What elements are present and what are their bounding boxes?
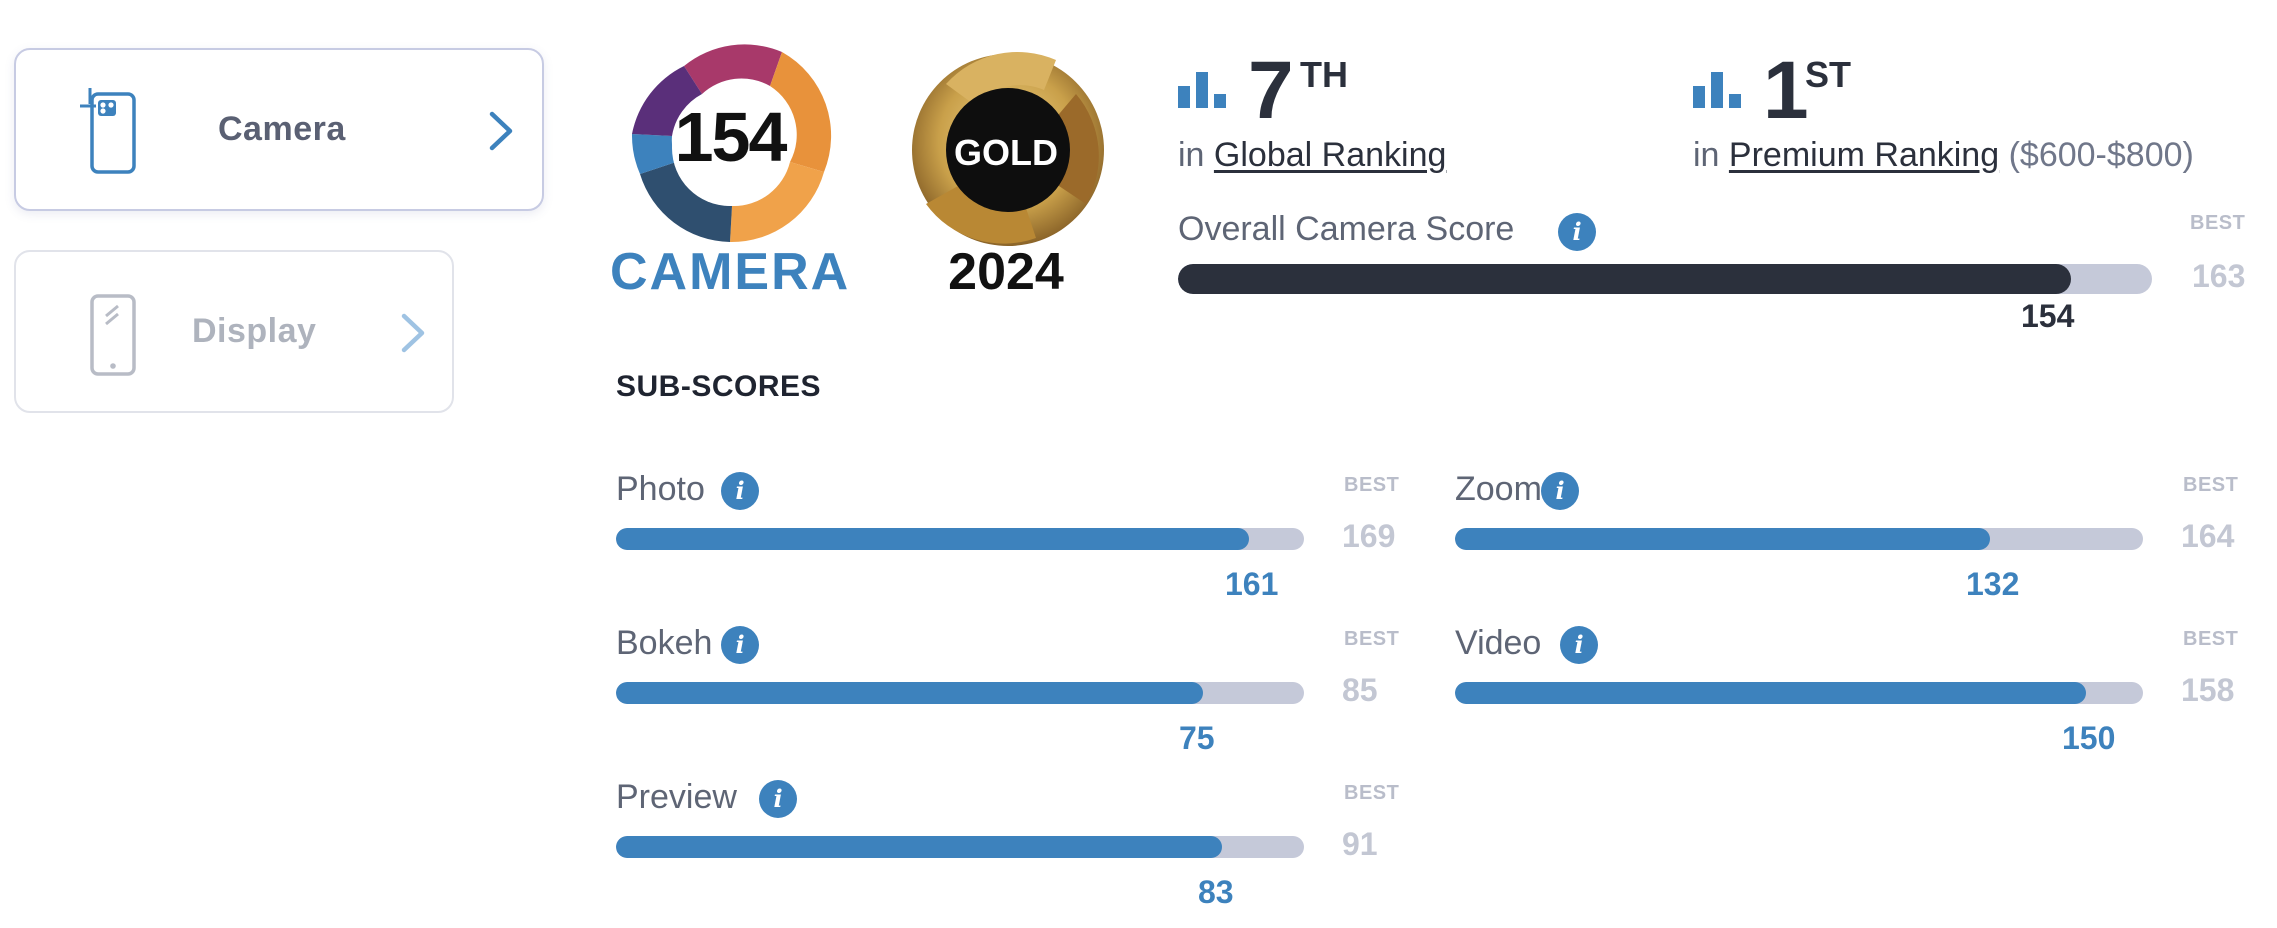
subscore-preview: Preview i BEST 91 83 — [616, 778, 1416, 928]
best-label: BEST — [1344, 474, 1400, 496]
tab-camera[interactable]: Camera — [14, 48, 544, 211]
info-icon[interactable]: i — [1541, 472, 1579, 510]
camera-score-badge: 154 CAMERA — [610, 24, 850, 304]
best-label: BEST — [2183, 474, 2239, 496]
subscore-value: 132 — [1966, 566, 2020, 602]
chevron-right-icon — [489, 111, 513, 151]
subscore-fill — [1455, 682, 2086, 704]
global-ranking-link[interactable]: Global Ranking — [1213, 136, 1447, 174]
overall-score-fill — [1178, 264, 2071, 294]
info-icon[interactable]: i — [1558, 213, 1596, 251]
bar-chart-icon — [1178, 72, 1226, 108]
camera-badge-ring-icon — [631, 44, 832, 243]
subscore-label: Zoom — [1455, 470, 1542, 508]
gold-year: 2024 — [948, 243, 1064, 301]
subscore-zoom: Zoom i BEST 164 132 — [1455, 470, 2255, 620]
premium-rank-line: in Premium Ranking ($600-$800) — [1693, 136, 2194, 175]
camera-badge-caption: CAMERA — [610, 243, 851, 301]
tab-label: Camera — [218, 110, 346, 148]
global-rank-number: 7 — [1248, 45, 1294, 136]
subscore-label: Bokeh — [616, 624, 713, 662]
bar-chart-icon — [1693, 72, 1741, 108]
camera-score-value: 154 — [674, 98, 788, 176]
best-value: 163 — [2192, 258, 2246, 294]
subscore-value: 161 — [1225, 566, 1279, 602]
global-rank-prefix: in — [1178, 136, 1205, 174]
tab-label: Display — [192, 312, 317, 350]
premium-price-range: ($600-$800) — [2008, 136, 2194, 174]
gold-badge: GOLD 2024 — [886, 24, 1126, 304]
best-value: 85 — [1342, 672, 1378, 708]
subscore-fill — [616, 528, 1249, 550]
overall-score-bar — [1178, 264, 2152, 294]
subscore-fill — [1455, 528, 1990, 550]
subscores-title: SUB-SCORES — [616, 370, 822, 403]
overall-score-label: Overall Camera Score — [1178, 210, 1515, 248]
gold-label: GOLD — [954, 132, 1058, 173]
best-label: BEST — [1344, 628, 1400, 650]
premium-rank-number: 1 — [1763, 45, 1809, 136]
premium-ranking-link[interactable]: Premium Ranking — [1728, 136, 2000, 174]
display-phone-icon — [90, 294, 136, 376]
subscore-bar — [616, 836, 1304, 858]
subscore-fill — [616, 682, 1203, 704]
premium-rank-suffix: ST — [1805, 54, 1852, 95]
info-icon[interactable]: i — [759, 780, 797, 818]
best-value: 164 — [2181, 518, 2235, 554]
subscore-fill — [616, 836, 1222, 858]
overall-score-value: 154 — [2021, 298, 2075, 334]
subscore-value: 150 — [2062, 720, 2116, 756]
best-value: 91 — [1342, 826, 1378, 862]
gold-ring-icon — [912, 51, 1104, 246]
best-value: 158 — [2181, 672, 2235, 708]
subscore-bokeh: Bokeh i BEST 85 75 — [616, 624, 1416, 774]
premium-rank-prefix: in — [1693, 136, 1720, 174]
subscore-bar — [1455, 682, 2143, 704]
best-label: BEST — [2183, 628, 2239, 650]
subscore-photo: Photo i BEST 169 161 — [616, 470, 1416, 620]
global-rank-line: in Global Ranking — [1178, 136, 1446, 175]
best-label: BEST — [1344, 782, 1400, 804]
tab-display[interactable]: Display — [14, 250, 454, 413]
global-rank-suffix: TH — [1300, 54, 1348, 95]
subscore-label: Preview — [616, 778, 737, 816]
subscore-bar — [1455, 528, 2143, 550]
subscore-bar — [616, 682, 1304, 704]
subscore-value: 83 — [1198, 874, 1234, 910]
best-label: BEST — [2190, 212, 2246, 234]
info-icon[interactable]: i — [1560, 626, 1598, 664]
info-icon[interactable]: i — [721, 626, 759, 664]
subscore-video: Video i BEST 158 150 — [1455, 624, 2255, 774]
best-value: 169 — [1342, 518, 1396, 554]
subscore-label: Video — [1455, 624, 1542, 662]
subscore-label: Photo — [616, 470, 705, 508]
subscore-bar — [616, 528, 1304, 550]
chevron-right-icon — [401, 313, 425, 353]
subscore-value: 75 — [1179, 720, 1215, 756]
info-icon[interactable]: i — [721, 472, 759, 510]
camera-phone-icon — [80, 88, 136, 174]
